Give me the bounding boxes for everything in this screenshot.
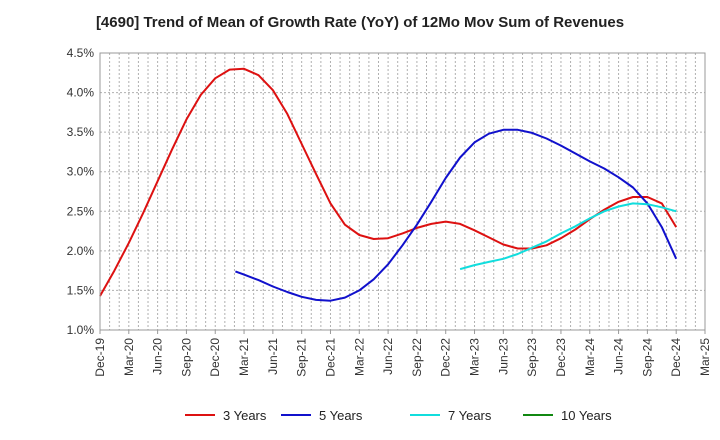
x-tick-label: Dec-20 [208, 338, 222, 377]
legend-label-7-years: 7 Years [448, 408, 492, 423]
y-tick-label: 2.0% [67, 244, 95, 258]
x-tick-label: Dec-24 [669, 338, 683, 377]
x-tick-label: Sep-24 [640, 338, 654, 377]
gridlines [99, 52, 706, 331]
y-tick-label: 3.0% [67, 165, 95, 179]
y-tick-label: 4.5% [67, 46, 95, 60]
x-tick-label: Jun-21 [266, 338, 280, 375]
x-tick-label: Dec-19 [93, 338, 107, 377]
y-axis-ticks: 1.0% 1.5% 2.0% 2.5% 3.0% 3.5% 4.0% 4.5% [67, 46, 95, 337]
legend-label-5-years: 5 Years [319, 408, 363, 423]
x-tick-label: Mar-25 [698, 338, 712, 376]
x-tick-label: Sep-21 [295, 338, 309, 377]
series-line-3-years [99, 67, 678, 297]
x-tick-label: Mar-20 [122, 338, 136, 376]
y-tick-label: 1.5% [67, 283, 95, 297]
x-tick-label: Mar-22 [352, 338, 366, 376]
x-tick-label: Sep-22 [410, 338, 424, 377]
plot-area-border [99, 52, 706, 331]
legend: 3 Years 5 Years 7 Years 10 Years [185, 408, 612, 423]
x-tick-label: Jun-23 [496, 338, 510, 375]
x-tick-label: Mar-24 [583, 338, 597, 376]
x-tick-label: Sep-20 [179, 338, 193, 377]
x-tick-label: Mar-23 [468, 338, 482, 376]
chart-title: [4690] Trend of Mean of Growth Rate (YoY… [95, 14, 625, 31]
y-tick-label: 4.0% [67, 86, 95, 100]
y-tick-label: 3.5% [67, 125, 95, 139]
y-tick-label: 1.0% [67, 323, 95, 337]
x-axis-ticks: Dec-19 Mar-20 Jun-20 Sep-20 Dec-20 Mar-21 Jun-… [93, 330, 712, 377]
x-tick-label: Dec-23 [554, 338, 568, 377]
x-tick-label: Jun-24 [612, 338, 626, 375]
x-tick-label: Jun-20 [151, 338, 165, 375]
y-tick-label: 2.5% [67, 204, 95, 218]
legend-label-10-years: 10 Years [561, 408, 612, 423]
x-tick-label: Dec-22 [439, 338, 453, 377]
series-line-7-years [459, 202, 677, 271]
legend-label-3-years: 3 Years [223, 408, 267, 423]
x-tick-label: Jun-22 [381, 338, 395, 375]
x-tick-label: Sep-23 [525, 338, 539, 377]
x-tick-label: Dec-21 [323, 338, 337, 377]
x-tick-label: Mar-21 [237, 338, 251, 376]
series-lines [99, 67, 678, 302]
series-line-5-years [235, 128, 678, 302]
